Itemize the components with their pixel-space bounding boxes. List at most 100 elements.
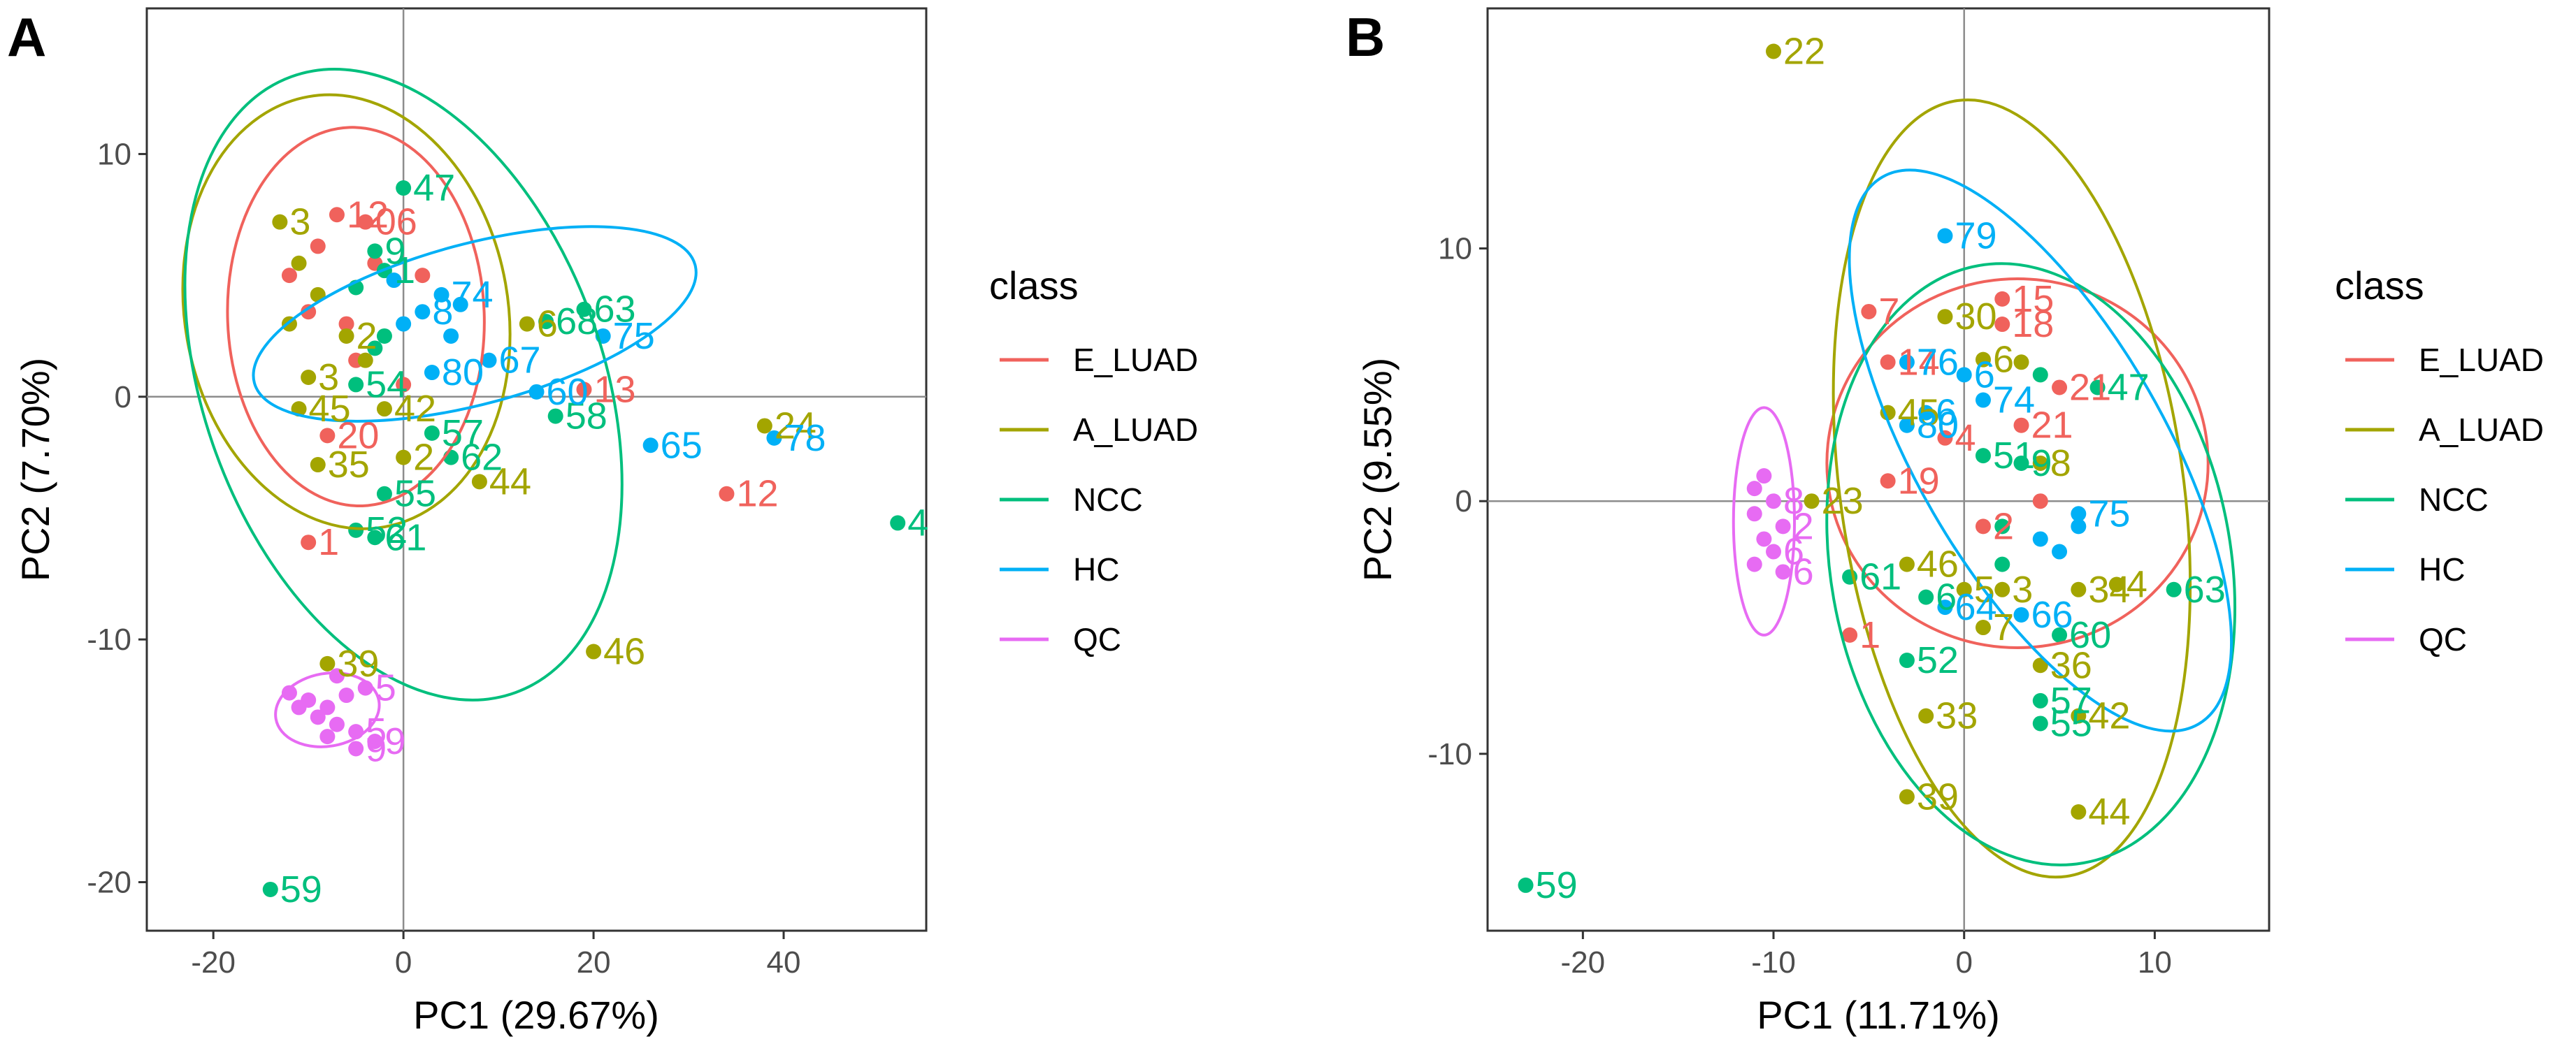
point-hc bbox=[396, 316, 412, 332]
point-a-luad bbox=[2013, 354, 2029, 370]
y-tick-label: 10 bbox=[97, 137, 131, 171]
legend-label-hc: HC bbox=[1073, 551, 1119, 588]
y-tick-label: 10 bbox=[1438, 232, 1472, 266]
point-e-luad bbox=[1975, 518, 1991, 535]
point-hc bbox=[415, 304, 431, 320]
point-label: 3 bbox=[318, 356, 339, 398]
point-ncc bbox=[396, 180, 412, 196]
point-a-luad bbox=[1956, 581, 1972, 597]
point-hc bbox=[2052, 544, 2068, 560]
point-e-luad bbox=[338, 316, 354, 332]
point-ncc bbox=[2032, 716, 2048, 732]
legend-label-ncc: NCC bbox=[1073, 481, 1143, 518]
point-a-luad bbox=[1899, 556, 1915, 572]
point-ncc bbox=[262, 881, 278, 897]
point-a-luad bbox=[396, 449, 412, 465]
point-label: 06 bbox=[375, 201, 417, 243]
point-label: 55 bbox=[394, 473, 436, 515]
point-hc bbox=[1937, 228, 1953, 244]
point-label: 14 bbox=[1898, 341, 1940, 383]
legend-label-a-luad: A_LUAD bbox=[1073, 412, 1198, 448]
point-label: 45 bbox=[1898, 392, 1940, 434]
legend-label-e-luad: E_LUAD bbox=[1073, 342, 1198, 378]
point-e-luad bbox=[2013, 417, 2029, 433]
point-label: 21 bbox=[2069, 366, 2111, 408]
point-label: 7 bbox=[1878, 291, 1899, 333]
point-ncc bbox=[1994, 556, 2010, 572]
point-e-luad bbox=[281, 268, 297, 284]
point-label: 24 bbox=[775, 405, 816, 446]
point-label: 79 bbox=[1955, 215, 1996, 256]
point-label: 1 bbox=[1859, 614, 1880, 656]
point-label: 66 bbox=[2031, 594, 2073, 636]
point-label: 78 bbox=[784, 417, 826, 459]
point-label: 6 bbox=[1936, 392, 1957, 434]
point-label: 35 bbox=[328, 444, 370, 486]
point-e-luad bbox=[2052, 379, 2068, 395]
point-hc bbox=[642, 437, 659, 453]
point-hc bbox=[766, 430, 782, 446]
point-qc bbox=[1775, 518, 1791, 535]
point-a-luad bbox=[1975, 620, 1991, 636]
panel-a-letter: A bbox=[7, 6, 46, 68]
point-label: 63 bbox=[2184, 569, 2226, 611]
y-tick-label: -10 bbox=[1427, 737, 1472, 771]
ellipse-ncc bbox=[183, 68, 624, 702]
point-label: 62 bbox=[461, 437, 503, 479]
point-e-luad bbox=[1937, 430, 1953, 446]
point-qc bbox=[1746, 481, 1762, 497]
point-qc bbox=[1746, 556, 1762, 572]
point-ncc bbox=[538, 314, 554, 330]
point-e-luad bbox=[1861, 303, 1877, 319]
legend-label-a-luad: A_LUAD bbox=[2419, 412, 2544, 448]
point-label: 4 bbox=[1955, 417, 1976, 459]
point-label: 58 bbox=[566, 395, 607, 437]
ellipse-hc bbox=[1848, 168, 2233, 733]
point-label: 45 bbox=[309, 388, 351, 430]
panel-b-axes: -20 -10 0 10 -10 0 10 bbox=[1427, 232, 2171, 980]
point-a-luad bbox=[1766, 43, 1782, 59]
x-tick-label: -20 bbox=[191, 945, 236, 980]
point-hc bbox=[1899, 417, 1915, 433]
point-ncc bbox=[367, 530, 383, 546]
point-label: 54 bbox=[366, 363, 408, 405]
point-a-luad bbox=[301, 370, 317, 385]
point-e-luad bbox=[415, 268, 431, 284]
point-qc bbox=[281, 685, 297, 701]
point-label: 42 bbox=[2088, 695, 2130, 737]
point-hc bbox=[2013, 606, 2029, 623]
point-qc bbox=[348, 741, 364, 757]
y-tick-label: -10 bbox=[87, 623, 131, 657]
point-ncc bbox=[376, 486, 392, 502]
point-a-luad bbox=[310, 457, 326, 473]
panel-b-frame bbox=[1486, 7, 2271, 932]
point-label: 75 bbox=[613, 315, 655, 357]
point-label: 20 bbox=[337, 414, 379, 456]
point-a-luad bbox=[338, 328, 354, 344]
point-label: 36 bbox=[2050, 644, 2092, 686]
point-qc bbox=[1756, 531, 1772, 547]
point-hc bbox=[433, 286, 449, 303]
point-qc bbox=[367, 734, 383, 750]
point-a-luad bbox=[2032, 658, 2048, 674]
point-label: 12 bbox=[736, 473, 778, 515]
point-a-luad bbox=[319, 655, 336, 671]
point-ncc bbox=[1975, 448, 1991, 464]
point-label: 5 bbox=[375, 667, 396, 709]
legend-label-e-luad: E_LUAD bbox=[2419, 342, 2544, 378]
point-label: 52 bbox=[1917, 639, 1959, 681]
point-label: 21 bbox=[2031, 405, 2073, 446]
point-label: 46 bbox=[603, 631, 645, 673]
point-hc bbox=[2032, 531, 2048, 547]
point-ncc bbox=[367, 243, 383, 259]
point-label: 74 bbox=[1993, 379, 2035, 421]
point-a-luad bbox=[1918, 708, 1934, 724]
point-ncc bbox=[890, 515, 906, 531]
point-label: 51 bbox=[1993, 435, 2035, 477]
point-e-luad bbox=[357, 214, 373, 230]
point-label: 6 bbox=[1993, 339, 2014, 381]
point-label: 5 bbox=[1974, 569, 1995, 611]
point-ncc bbox=[424, 425, 440, 441]
